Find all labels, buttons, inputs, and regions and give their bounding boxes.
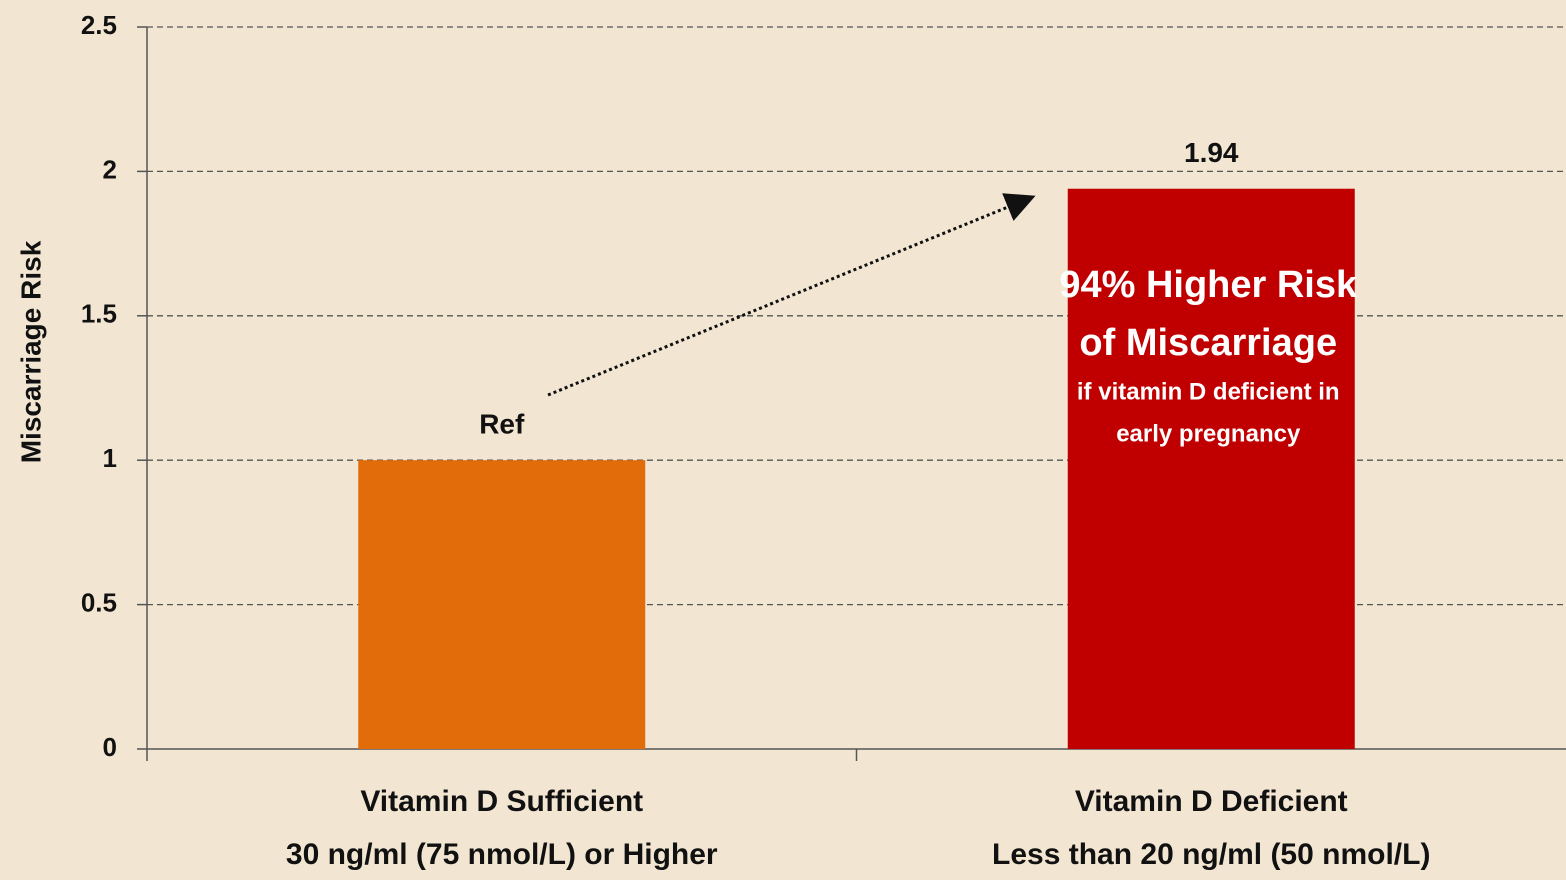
y-tick-label: 0.5 <box>81 587 117 617</box>
bars <box>358 188 1355 749</box>
x-tick-label: Less than 20 ng/ml (50 nmol/L) <box>992 838 1430 871</box>
y-tick-label: 2.5 <box>81 10 117 40</box>
x-tick-label: Vitamin D Sufficient <box>360 785 643 818</box>
value-label: Ref <box>479 409 525 440</box>
y-tick-label: 0 <box>103 732 117 762</box>
bar <box>358 460 646 749</box>
y-tick-label: 1 <box>103 443 117 473</box>
bar <box>1067 188 1355 749</box>
annotation-text: if vitamin D deficient in <box>1077 378 1340 405</box>
annotation-title: 94% Higher Risk <box>1059 264 1358 306</box>
arrow <box>547 193 1036 397</box>
y-tick-label: 1.5 <box>81 299 117 329</box>
annotation-title: of Miscarriage <box>1079 322 1337 364</box>
x-tick-label: Vitamin D Deficient <box>1075 785 1348 818</box>
annotation-text: early pregnancy <box>1116 420 1301 447</box>
y-tick-label: 2 <box>103 154 117 184</box>
value-label: 1.94 <box>1184 137 1239 168</box>
y-axis-label: Miscarriage Risk <box>15 240 46 463</box>
x-tick-label: 30 ng/ml (75 nmol/L) or Higher <box>286 838 718 871</box>
